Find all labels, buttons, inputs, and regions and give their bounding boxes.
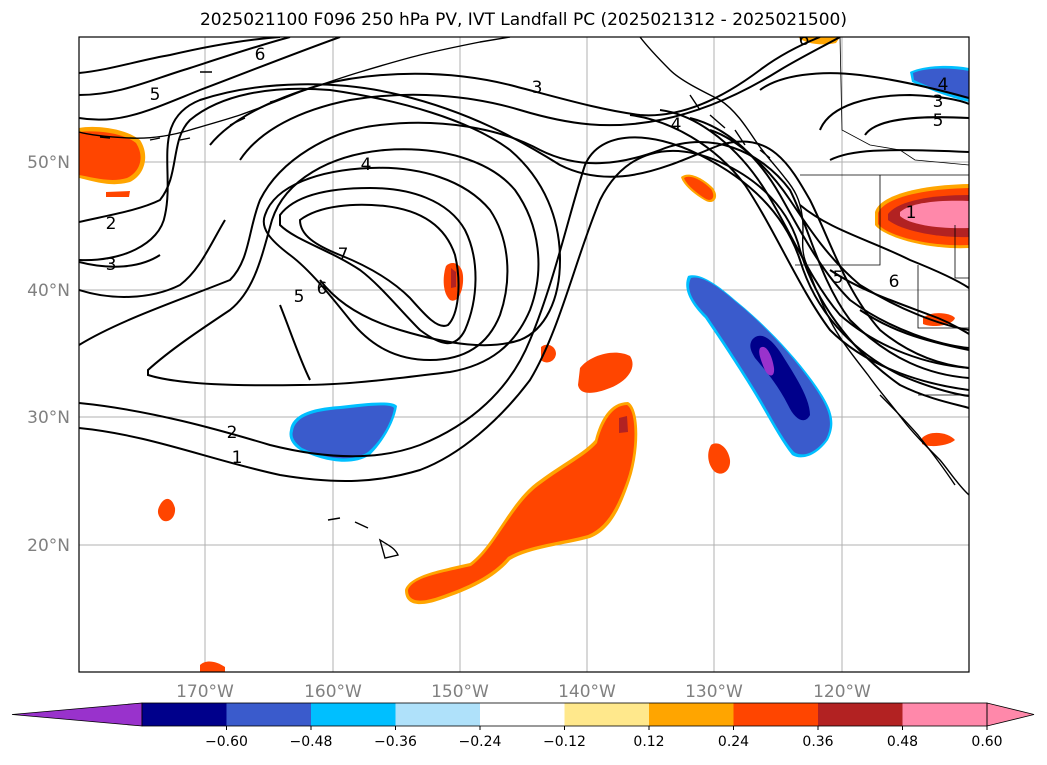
lon-tick-label: 120°W — [813, 682, 871, 702]
contour-label: 2 — [227, 423, 238, 443]
lat-tick-label: 50°N — [27, 153, 70, 173]
colorbar-segment — [142, 703, 227, 726]
lat-tick-label: 40°N — [27, 281, 70, 301]
contour-label: 5 — [150, 85, 161, 105]
colorbar-tick-label: −0.24 — [459, 734, 502, 750]
contour-label: 3 — [106, 255, 117, 275]
colorbar: −0.60 −0.48 −0.36 −0.24 −0.12 0.12 0.24 0.36 0.4… — [11, 702, 1035, 750]
ivt-positive-fill — [79, 37, 969, 672]
colorbar-segment — [311, 703, 396, 726]
contour-label: 3 — [933, 92, 944, 112]
coastlines — [79, 37, 969, 559]
colorbar-tick-label: −0.60 — [205, 734, 248, 750]
contour-label: 6 — [317, 279, 328, 299]
lat-tick-labels: 50°N 40°N 30°N 20°N — [27, 153, 70, 556]
contour-label: 5 — [294, 287, 305, 307]
contour-label: 1 — [232, 448, 243, 468]
contour-label: 4 — [938, 75, 949, 95]
colorbar-segment — [480, 703, 565, 726]
colorbar-segment — [564, 703, 650, 726]
colorbar-tick-label: −0.12 — [543, 734, 586, 750]
contour-label: 6 — [255, 45, 266, 65]
colorbar-tick-label: 0.60 — [971, 734, 1002, 750]
pv-contours — [79, 37, 969, 483]
lon-tick-label: 160°W — [304, 682, 362, 702]
borders — [795, 37, 969, 396]
colorbar-segment — [902, 703, 988, 726]
lon-tick-labels: 170°W 160°W 150°W 140°W 130°W 120°W — [176, 682, 871, 702]
contour-label: 7 — [338, 245, 349, 265]
map-title: 2025021100 F096 250 hPa PV, IVT Landfall… — [199, 10, 847, 30]
contour-label: 5 — [933, 111, 944, 131]
colorbar-tick-label: 0.36 — [802, 734, 833, 750]
ivt-negative-fill — [289, 65, 969, 462]
map-frame — [78, 36, 970, 673]
contour-label: 2 — [106, 214, 117, 234]
contour-label: 6 — [799, 30, 810, 50]
colorbar-tick-label: −0.48 — [290, 734, 333, 750]
contour-label: 4 — [671, 115, 682, 135]
colorbar-tick-label: 0.24 — [718, 734, 749, 750]
colorbar-extend-right — [986, 702, 1035, 727]
lat-tick-label: 20°N — [27, 536, 70, 556]
contour-label: 6 — [889, 272, 900, 292]
contour-label: 1 — [906, 203, 917, 223]
colorbar-segment — [226, 703, 312, 726]
colorbar-segment — [733, 703, 819, 726]
lat-tick-label: 30°N — [27, 408, 70, 428]
colorbar-tick-label: 0.12 — [633, 734, 664, 750]
lon-tick-label: 130°W — [685, 682, 743, 702]
lon-tick-label: 170°W — [176, 682, 234, 702]
colorbar-extend-left — [11, 702, 143, 727]
lon-tick-label: 140°W — [558, 682, 616, 702]
colorbar-tick-label: −0.36 — [374, 734, 417, 750]
contour-labels: 6 5 3 4 7 6 5 2 3 2 1 4 6 5 3 4 5 6 1 — [106, 30, 949, 468]
contour-label: 5 — [833, 268, 844, 288]
colorbar-segment — [395, 703, 481, 726]
lon-tick-label: 150°W — [431, 682, 489, 702]
contour-label: 3 — [532, 78, 543, 98]
colorbar-segment — [818, 703, 903, 726]
colorbar-tick-label: 0.48 — [887, 734, 918, 750]
contour-label: 4 — [361, 155, 372, 175]
colorbar-segment — [649, 703, 734, 726]
